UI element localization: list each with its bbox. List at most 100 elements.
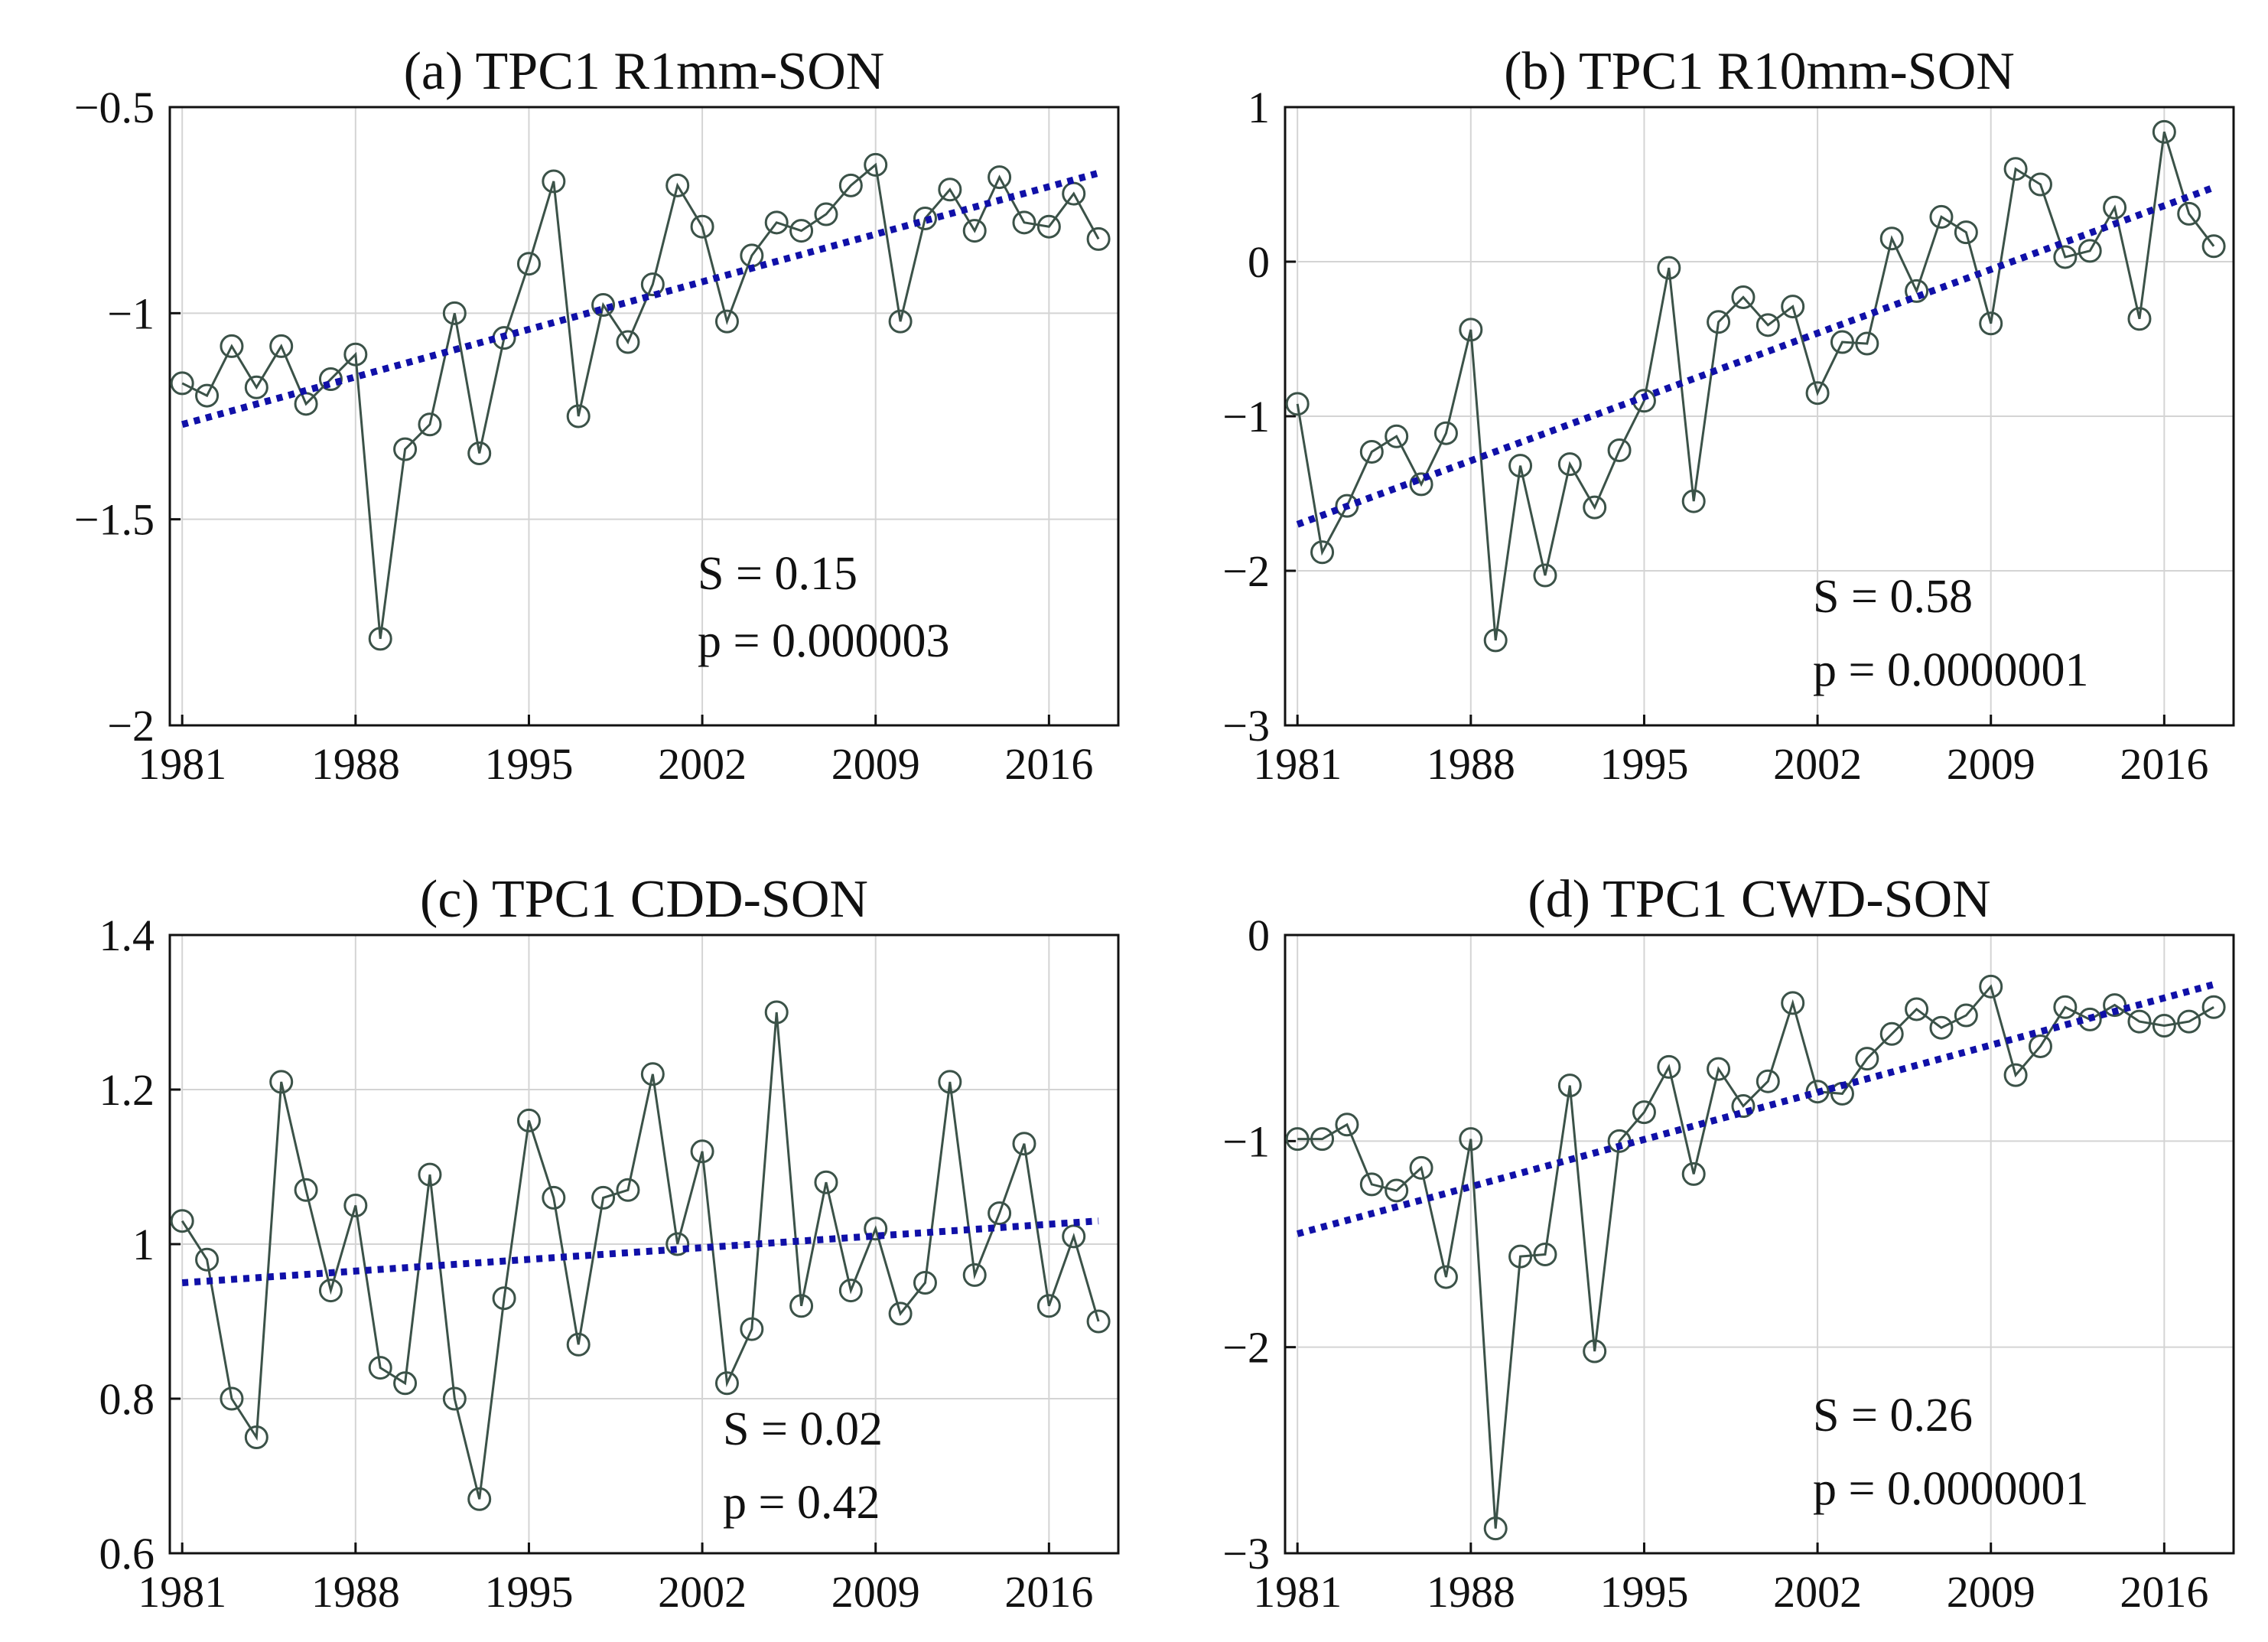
p-value-annotation: p = 0.0000001 (1813, 1463, 2088, 1515)
x-tick-label: 2002 (658, 1567, 747, 1617)
data-point (1508, 454, 1533, 478)
data-point (2003, 157, 2028, 181)
x-tick-label: 1981 (138, 1567, 226, 1617)
x-tick-label: 2009 (1947, 739, 2035, 789)
data-point (2078, 239, 2102, 263)
data-point (1781, 991, 1805, 1015)
data-point (1310, 540, 1335, 565)
data-point (195, 1247, 220, 1272)
data-point (1954, 220, 1978, 245)
data-point (1086, 1309, 1111, 1334)
data-point (1409, 1155, 1433, 1180)
data-point (1855, 1047, 1879, 1071)
data-point (393, 1371, 418, 1396)
data-point (2003, 1063, 2028, 1087)
data-point (640, 272, 665, 297)
data-point (591, 1185, 616, 1210)
data-point (1781, 295, 1805, 319)
data-point (1459, 1127, 1483, 1152)
data-point (1979, 974, 2003, 999)
slope-annotation: S = 0.26 (1813, 1390, 1973, 1442)
data-point (1557, 1073, 1582, 1098)
data-point (1583, 495, 1607, 520)
data-point (516, 1108, 541, 1132)
series-line (1297, 984, 2214, 1529)
y-tick-label: −3 (1222, 701, 1270, 751)
data-point (864, 1217, 888, 1241)
data-point (220, 1386, 244, 1411)
data-point (170, 1209, 194, 1233)
x-tick-label: 2016 (1004, 1567, 1093, 1617)
data-point (442, 301, 467, 325)
chart-title: (c) TPC1 CDD-SON (420, 870, 868, 929)
data-point (343, 1194, 368, 1217)
data-point (1731, 1094, 1756, 1119)
data-point (1681, 1161, 1706, 1186)
data-point (1805, 381, 1830, 406)
data-point (1533, 1242, 1557, 1266)
data-point (1954, 1003, 1978, 1028)
data-point (1285, 392, 1310, 416)
data-point (170, 371, 194, 396)
data-point (492, 1286, 516, 1311)
panel-b: 1981 1988 1995 2002 2009 2016 1 0 −1 −2 −3 (b) TPC1… (1222, 42, 2235, 789)
data-point (418, 1162, 442, 1187)
data-point (1359, 1172, 1384, 1197)
data-point (1385, 424, 1409, 448)
data-point (1830, 330, 1854, 354)
data-point (2201, 995, 2226, 1019)
data-point (2103, 195, 2127, 220)
slope-annotation: S = 0.15 (698, 548, 857, 600)
y-tick-label: −0.5 (74, 83, 155, 132)
data-point (938, 1070, 962, 1094)
data-point (938, 178, 962, 202)
data-point (591, 293, 616, 318)
data-point (294, 1178, 318, 1202)
trend-line (181, 169, 1100, 428)
data-point (1707, 310, 1731, 334)
x-tick-label: 1995 (484, 1567, 573, 1617)
data-point (1929, 1015, 1954, 1040)
data-point (1285, 1127, 1310, 1152)
data-point (393, 437, 418, 461)
slope-annotation: S = 0.02 (723, 1403, 883, 1455)
data-point (665, 1232, 690, 1256)
data-point (814, 202, 838, 226)
data-point (368, 627, 392, 651)
data-point (838, 173, 863, 197)
data-point (1756, 1069, 1780, 1093)
data-point (566, 1332, 591, 1357)
trend-line (181, 1217, 1099, 1286)
data-point (1879, 226, 1904, 251)
data-point (740, 1317, 764, 1341)
data-point (418, 412, 442, 437)
data-point (1483, 1517, 1508, 1541)
data-point (368, 1356, 392, 1380)
x-tick-label: 2016 (2120, 1567, 2208, 1617)
panel-d: 1981 1988 1995 2002 2009 2016 0 −1 −2 −3 (d) TPC1 … (1222, 870, 2235, 1617)
data-point (913, 1271, 937, 1295)
p-value-annotation: p = 0.000003 (698, 615, 949, 667)
data-point (665, 173, 690, 197)
data-point (690, 1139, 714, 1164)
data-point (2152, 119, 2176, 144)
slope-annotation: S = 0.58 (1813, 571, 1973, 623)
chart-title: (a) TPC1 R1mm-SON (404, 42, 885, 101)
data-point (2201, 234, 2226, 259)
data-point (1036, 1294, 1061, 1318)
data-point (1879, 1021, 1904, 1046)
data-point (714, 309, 739, 334)
data-point (789, 1294, 814, 1318)
data-point (1012, 210, 1036, 235)
data-point (2028, 172, 2052, 197)
data-point (814, 1170, 838, 1194)
y-tick-label: 0 (1248, 911, 1270, 960)
data-point (864, 152, 888, 177)
data-point (1905, 997, 1929, 1021)
plot-frame (1284, 106, 2235, 727)
data-point (2028, 1034, 2052, 1058)
data-point (1929, 204, 1954, 229)
data-point (2053, 995, 2078, 1019)
data-point (1533, 563, 1557, 588)
data-point (1433, 421, 1458, 445)
